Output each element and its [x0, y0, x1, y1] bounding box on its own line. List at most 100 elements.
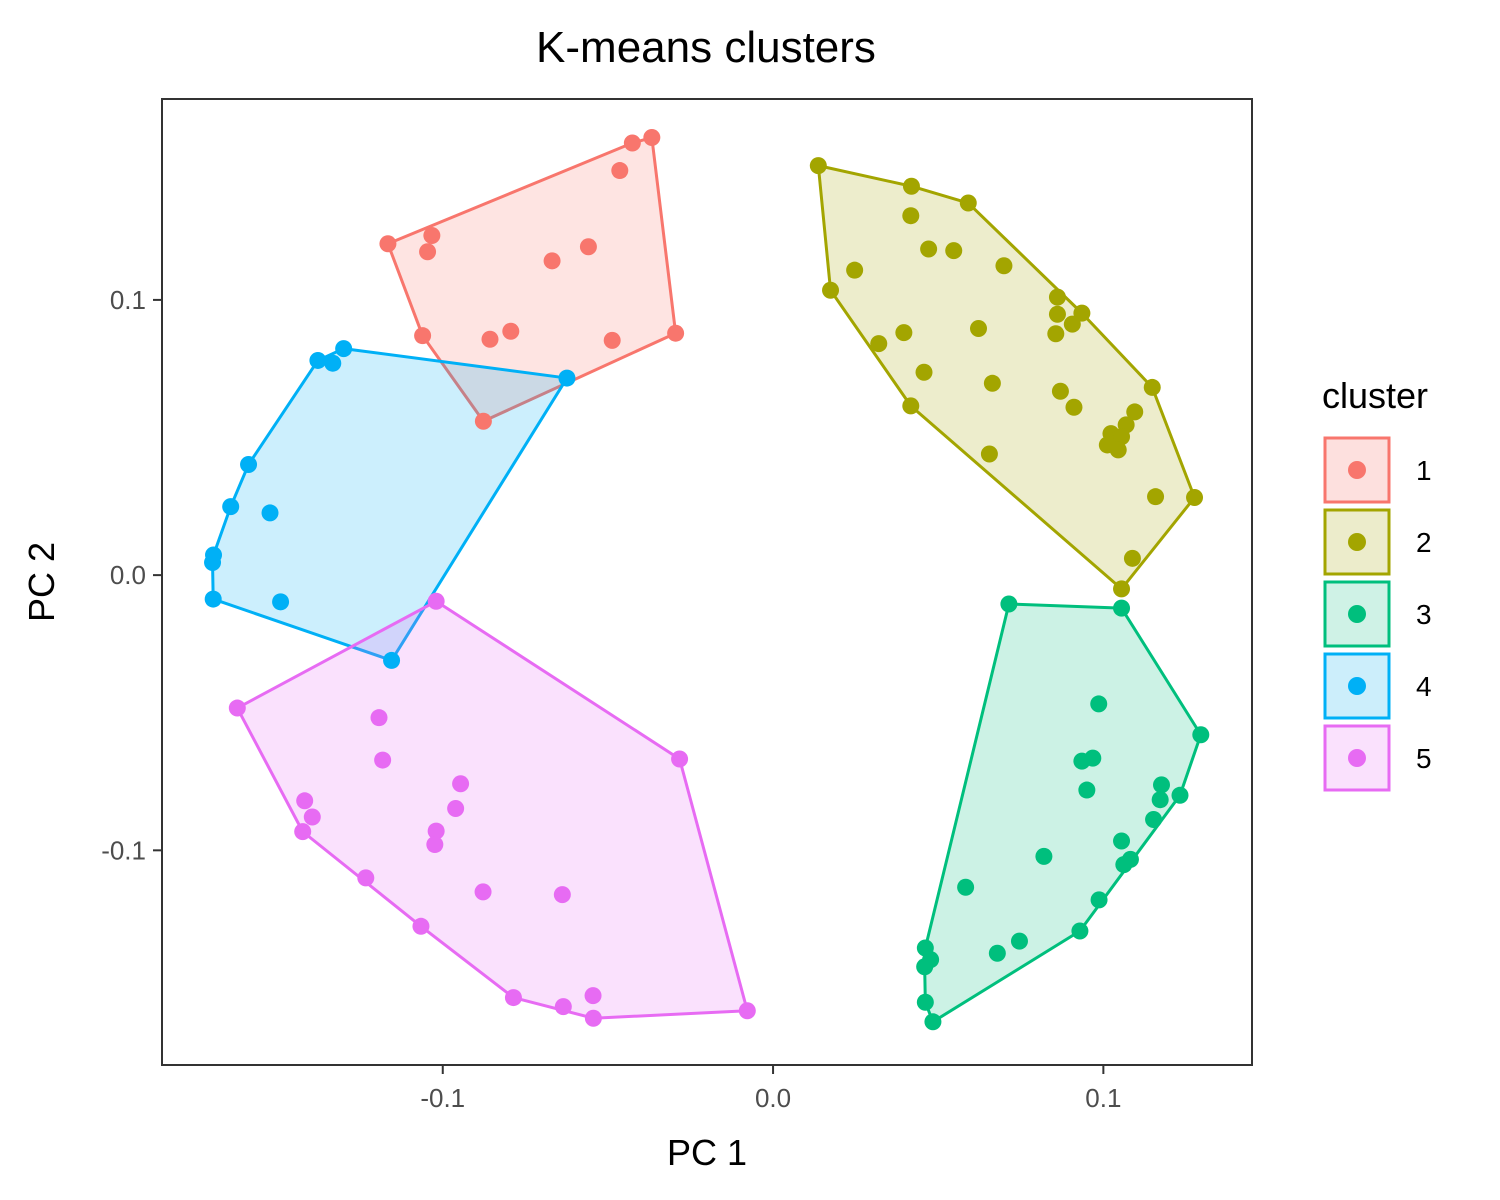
- cluster-2-point: [980, 445, 998, 463]
- cluster-3-point: [1152, 776, 1170, 794]
- cluster-5-point: [427, 822, 445, 840]
- legend-key-dot: [1348, 533, 1366, 551]
- cluster-1-point: [579, 238, 597, 256]
- cluster-2-point: [870, 335, 888, 353]
- legend-item-1: 1: [1323, 436, 1432, 504]
- cluster-2-point: [846, 261, 864, 279]
- plot-background: [162, 99, 1252, 1065]
- cluster-5-point: [452, 775, 470, 793]
- cluster-5-point: [584, 987, 602, 1005]
- cluster-2-point: [1109, 441, 1127, 459]
- cluster-3-point: [957, 878, 975, 896]
- cluster-2-point: [995, 257, 1013, 275]
- legend-label-4: 4: [1416, 671, 1432, 702]
- cluster-1-point: [474, 412, 492, 430]
- cluster-4-point: [272, 593, 290, 611]
- cluster-3-point: [1010, 932, 1028, 950]
- cluster-5-point: [228, 699, 246, 717]
- cluster-4-point: [335, 340, 353, 358]
- cluster-2-point: [1143, 378, 1161, 396]
- cluster-5-point: [738, 1002, 756, 1020]
- cluster-3-point: [1145, 811, 1163, 829]
- cluster-2-point: [1048, 305, 1066, 323]
- cluster-2-point: [1113, 580, 1131, 598]
- cluster-4-point: [558, 369, 576, 387]
- cluster-3-point: [1171, 786, 1189, 804]
- cluster-1-point: [502, 322, 520, 340]
- cluster-3-point: [1090, 891, 1108, 909]
- legend-key-dot: [1348, 461, 1366, 479]
- cluster-3-point: [1192, 726, 1210, 744]
- plot-border: [161, 98, 1253, 1066]
- legend-item-3: 3: [1323, 580, 1432, 648]
- legend-item-2: 2: [1323, 508, 1432, 576]
- cluster-3-point: [1035, 847, 1053, 865]
- cluster-3-point: [924, 1013, 942, 1031]
- cluster-2-point: [895, 324, 913, 342]
- cluster-2-point: [1047, 325, 1065, 343]
- cluster-2-hull: [816, 164, 1197, 591]
- y-tick-label: 0.1: [110, 285, 146, 315]
- cluster-2-point: [1113, 428, 1131, 446]
- cluster-2-point: [1048, 288, 1066, 306]
- cluster-2-point: [1073, 304, 1091, 322]
- cluster-4-point: [261, 504, 279, 522]
- cluster-3-point: [1073, 752, 1091, 770]
- cluster-5-point: [554, 998, 572, 1016]
- cluster-1-point: [667, 324, 685, 342]
- x-tick-label: -0.1: [420, 1083, 465, 1113]
- legend-label-3: 3: [1416, 599, 1432, 630]
- legend-key-dot: [1348, 605, 1366, 623]
- cluster-3-point: [1078, 781, 1096, 799]
- cluster-3-point: [916, 993, 934, 1011]
- legend-item-5: 5: [1323, 724, 1432, 792]
- cluster-1-point: [611, 162, 629, 180]
- legend-label-5: 5: [1416, 743, 1432, 774]
- cluster-4-point: [204, 590, 222, 608]
- cluster-2-point: [920, 240, 938, 258]
- point-layer: [204, 129, 1210, 1031]
- x-axis-title: PC 1: [667, 1132, 747, 1173]
- cluster-2-point: [902, 207, 920, 225]
- cluster-1-point: [419, 243, 437, 261]
- cluster-2-point: [1147, 488, 1165, 506]
- cluster-5-point: [370, 709, 388, 727]
- cluster-2-point: [983, 374, 1001, 392]
- cluster-2-point: [959, 194, 977, 212]
- cluster-5-point: [412, 917, 430, 935]
- cluster-4-point: [240, 455, 258, 473]
- cluster-3-point: [916, 958, 934, 976]
- plot-panel: [161, 98, 1253, 1066]
- cluster-5-point: [296, 792, 314, 810]
- legend-label-2: 2: [1416, 527, 1432, 558]
- x-tick-label: 0.0: [755, 1083, 791, 1113]
- cluster-2-point: [1186, 489, 1204, 507]
- cluster-1-point: [643, 129, 661, 147]
- cluster-4-point: [222, 498, 240, 516]
- legend-items: 1 2 3 4 5: [1323, 436, 1432, 792]
- legend-label-1: 1: [1416, 455, 1432, 486]
- cluster-3-point: [1071, 922, 1089, 940]
- cluster-2-point: [970, 320, 988, 338]
- cluster-1-point: [623, 134, 641, 152]
- cluster-2-point: [1126, 403, 1144, 421]
- cluster-4-point: [383, 651, 401, 669]
- cluster-1-point: [481, 330, 499, 348]
- cluster-5-point: [447, 800, 465, 818]
- chart-title: K-means clusters: [536, 23, 876, 72]
- legend-item-4: 4: [1323, 652, 1432, 720]
- legend-key-dot: [1348, 749, 1366, 767]
- cluster-1-point: [379, 235, 397, 253]
- cluster-5-point: [357, 869, 375, 887]
- cluster-5-point: [303, 808, 321, 826]
- y-axis-title: PC 2: [21, 542, 62, 622]
- cluster-2-point: [1123, 549, 1141, 567]
- cluster-2-point: [1065, 398, 1083, 416]
- cluster-3-point: [988, 944, 1006, 962]
- cluster-2-point: [809, 157, 827, 175]
- cluster-3-point: [1090, 695, 1108, 713]
- cluster-5-point: [426, 836, 444, 854]
- legend-title: cluster: [1322, 375, 1428, 416]
- cluster-3-point: [1151, 791, 1169, 809]
